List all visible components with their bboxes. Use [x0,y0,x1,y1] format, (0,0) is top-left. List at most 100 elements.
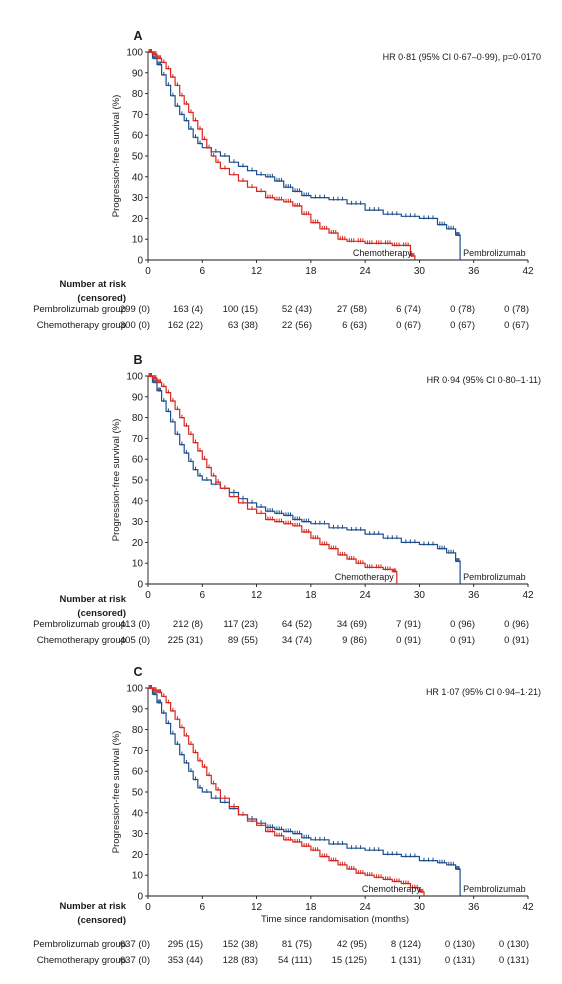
risk-table: Number at risk(censored)Pembrolizumab gr… [33,594,529,646]
censor-marks-chemotherapy [148,685,424,893]
risk-value: 8 (124) [391,939,421,950]
x-tick-label: 36 [468,902,480,913]
y-tick-label: 80 [132,725,144,736]
risk-value: 0 (130) [499,939,529,950]
x-tick-label: 42 [522,902,534,913]
y-tick-label: 40 [132,808,144,819]
risk-value: 64 (52) [282,619,312,630]
censor-marks-pembrolizumab [148,685,460,870]
chemotherapy-curve-label: Chemotherapy [353,248,413,258]
risk-value: 637 (0) [120,955,150,966]
risk-value: 89 (55) [228,635,258,646]
km-panel-c: CHR 1·07 (95% CI 0·94–1·21)0102030405060… [33,665,541,966]
risk-value: 295 (15) [168,939,203,950]
x-tick-label: 24 [360,902,372,913]
y-tick-label: 20 [132,214,144,225]
risk-row-label: Chemotherapy group [37,955,126,966]
series-line-chemotherapy [148,687,425,896]
series-line-pembrolizumab [148,687,461,896]
hazard-ratio-text: HR 1·07 (95% CI 0·94–1·21) [426,687,541,697]
risk-value: 54 (111) [278,955,312,966]
x-tick-label: 0 [145,590,151,601]
x-tick-label: 36 [468,266,480,277]
risk-table-subtitle: (censored) [77,915,126,926]
risk-value: 0 (91) [450,635,475,646]
x-tick-label: 18 [305,902,317,913]
x-tick-label: 30 [414,590,426,601]
y-tick-label: 90 [132,704,144,715]
risk-table-subtitle: (censored) [77,293,126,304]
y-tick-label: 80 [132,413,144,424]
risk-value: 0 (91) [504,635,529,646]
km-panel-b: BHR 0·94 (95% CI 0·80–1·11)0102030405060… [33,353,541,646]
y-tick-label: 50 [132,788,144,799]
risk-value: 6 (63) [342,320,367,331]
risk-value: 0 (67) [396,320,421,331]
risk-value: 0 (96) [450,619,475,630]
hazard-ratio-text: HR 0·81 (95% CI 0·67–0·99), p=0·0170 [383,52,541,62]
y-axis-label: Progression-free survival (%) [111,731,122,853]
y-tick-label: 20 [132,850,144,861]
risk-value: 0 (96) [504,619,529,630]
y-tick-label: 60 [132,767,144,778]
y-tick-label: 70 [132,110,144,121]
risk-value: 6 (74) [396,304,421,315]
x-tick-label: 30 [414,266,426,277]
y-tick-label: 10 [132,871,144,882]
series-line-pembrolizumab [148,51,461,260]
y-tick-label: 30 [132,829,144,840]
risk-value: 225 (31) [168,635,203,646]
chemotherapy-curve-label: Chemotherapy [362,884,422,894]
km-panel-a: A HR 0·81 (95% CI 0·67–0·99), p=0·0170 0 10… [33,29,541,331]
risk-value: 1 (131) [391,955,421,966]
y-tick-label: 0 [137,580,143,591]
x-axis-label: Time since randomisation (months) [261,914,409,925]
risk-value: 413 (0) [120,619,150,630]
risk-value: 63 (38) [228,320,258,331]
y-tick-label: 90 [132,68,144,79]
y-tick-label: 10 [132,559,144,570]
risk-table-title: Number at risk [59,901,126,912]
x-tick-label: 6 [200,590,206,601]
x-tick-label: 30 [414,902,426,913]
x-tick-label: 6 [200,266,206,277]
risk-value: 117 (23) [223,619,258,630]
pembrolizumab-curve-label: Pembrolizumab [463,248,526,258]
y-tick-label: 60 [132,455,144,466]
risk-value: 52 (43) [282,304,312,315]
risk-row-label: Pembrolizumab group [33,304,126,315]
x-tick-label: 12 [251,590,263,601]
risk-value: 163 (4) [173,304,203,315]
risk-value: 212 (8) [173,619,203,630]
risk-table-subtitle: (censored) [77,608,126,619]
pembrolizumab-curve-label: Pembrolizumab [463,884,526,894]
risk-value: 0 (78) [450,304,475,315]
y-tick-label: 90 [132,392,144,403]
x-tick-label: 42 [522,590,534,601]
pembrolizumab-curve-label: Pembrolizumab [463,572,526,582]
censor-marks-pembrolizumab [148,49,460,237]
risk-table: Number at risk (censored)Pembrolizumab gr… [33,279,529,331]
x-tick-label: 18 [305,590,317,601]
x-tick-label: 12 [251,902,263,913]
x-tick-label: 24 [360,266,372,277]
y-tick-label: 60 [132,131,144,142]
y-axis-label: Progression-free survival (%) [111,419,122,541]
risk-value: 637 (0) [120,939,150,950]
axes [147,52,528,261]
x-tick-label: 24 [360,590,372,601]
y-tick-label: 40 [132,172,144,183]
risk-table: Number at risk(censored)Pembrolizumab gr… [33,901,529,966]
x-tick-label: 0 [145,266,151,277]
risk-value: 299 (0) [120,304,150,315]
risk-value: 162 (22) [168,320,203,331]
risk-value: 34 (74) [282,635,312,646]
risk-value: 0 (67) [450,320,475,331]
risk-value: 0 (131) [499,955,529,966]
risk-value: 15 (125) [332,955,367,966]
risk-row-label: Chemotherapy group [37,635,126,646]
risk-value: 27 (58) [337,304,367,315]
y-tick-label: 50 [132,152,144,163]
risk-table-title: Number at risk [59,279,126,290]
chemotherapy-curve-label: Chemotherapy [335,572,395,582]
